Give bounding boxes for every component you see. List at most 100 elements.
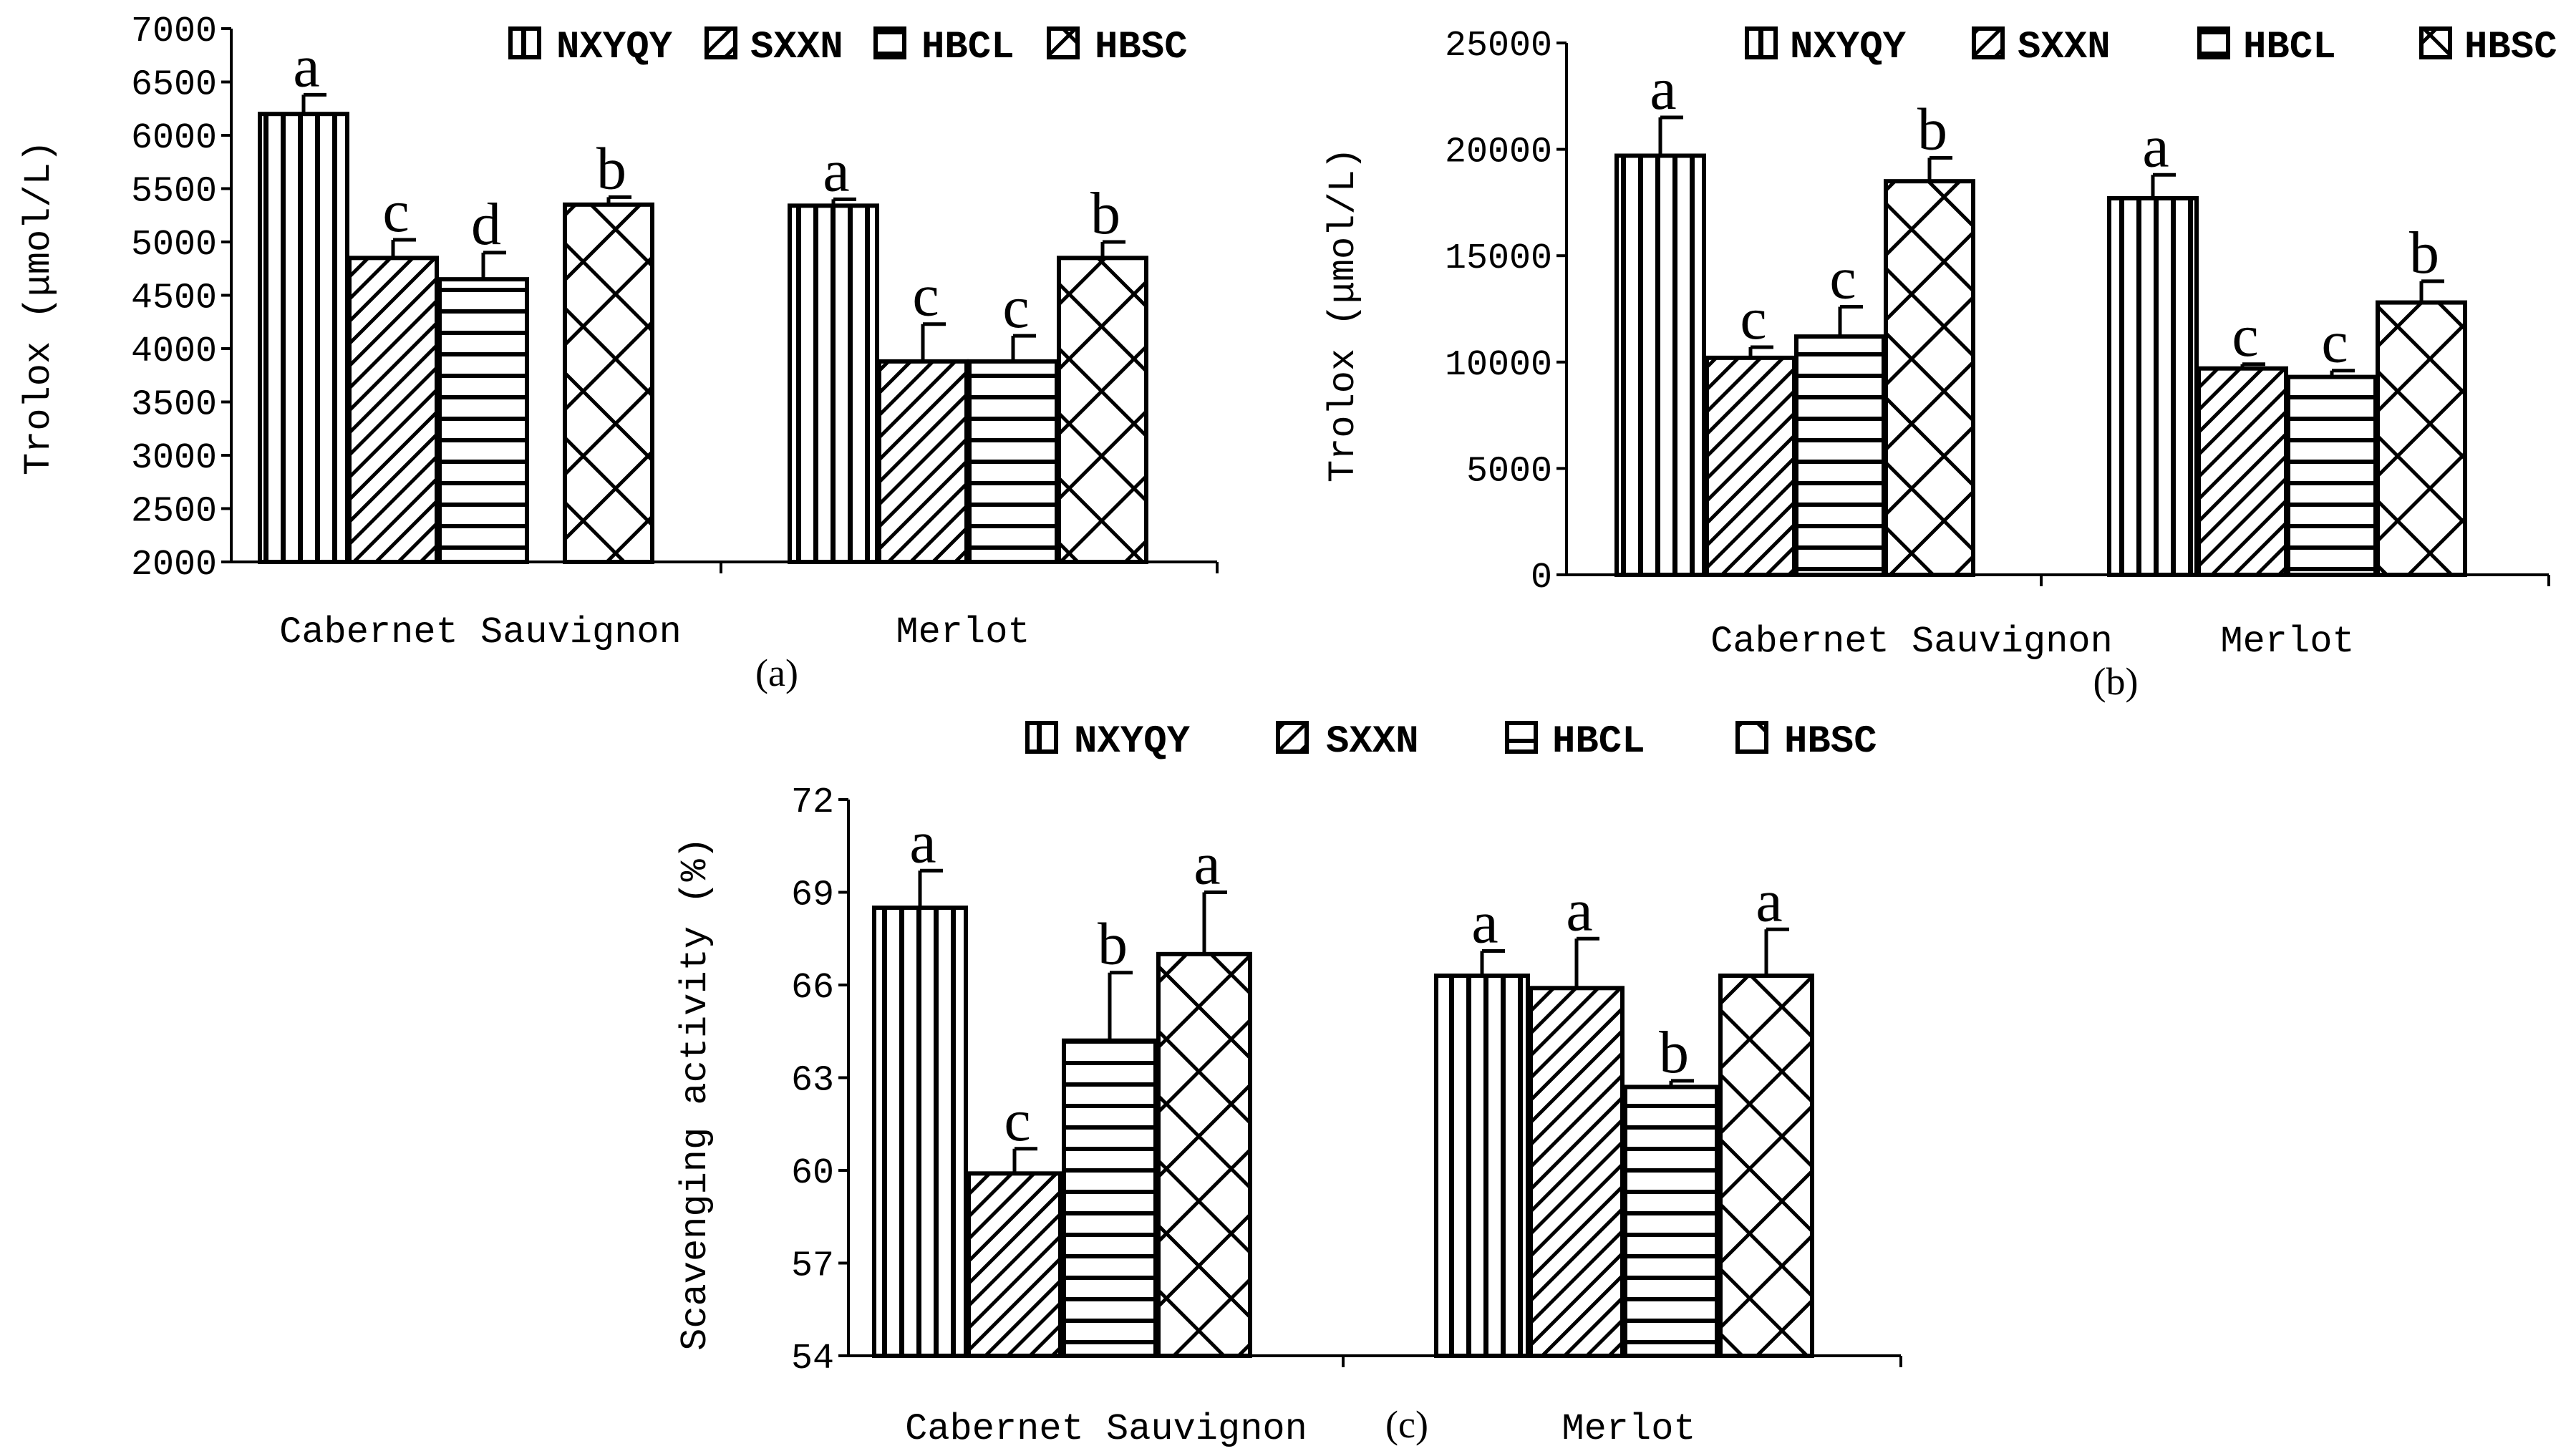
bar <box>1057 256 1148 564</box>
y-tick-label: 57 <box>791 1246 834 1287</box>
legend-swatch <box>1505 721 1538 754</box>
significance-label: a <box>1756 868 1782 934</box>
legend-swatch <box>705 26 737 59</box>
y-tick-label: 69 <box>791 875 834 916</box>
legend-swatch <box>1047 26 1080 59</box>
bar <box>347 256 439 564</box>
chart-c: Scavenging activity (%) (c) 54 57 60 63 66 69… <box>674 720 1902 1450</box>
significance-label: d <box>471 191 501 258</box>
significance-label: c <box>2232 303 2258 369</box>
significance-label: c <box>912 263 939 329</box>
chart-b: Trolox (μmol/L) (b) 0 5000 10000 15000 20000… <box>1322 26 2557 703</box>
legend-label: HBSC <box>1095 26 1188 69</box>
legend-label: HBCL <box>2243 26 2336 69</box>
x-category-label: Merlot <box>1562 1408 1695 1450</box>
bar <box>1062 1038 1158 1358</box>
bar <box>1623 1084 1719 1358</box>
y-tick-label: 20000 <box>1445 132 1552 173</box>
significance-label: a <box>1650 56 1676 122</box>
legend-swatch <box>2419 26 2452 59</box>
legend-label: SXXN <box>750 26 843 69</box>
panel-label: (b) <box>2093 660 2139 703</box>
y-tick-label: 3500 <box>131 385 217 426</box>
y-tick-label: 2000 <box>131 545 217 586</box>
significance-label: a <box>823 137 849 204</box>
legend-swatch <box>2197 26 2230 59</box>
y-tick-label: 25000 <box>1445 26 1552 67</box>
legend-label: HBCL <box>921 26 1015 69</box>
y-tick-label: 5000 <box>1466 451 1552 492</box>
y-tick-label: 10000 <box>1445 345 1552 386</box>
legend-label: NXYQY <box>556 26 673 69</box>
y-tick-label: 3000 <box>131 438 217 479</box>
bar <box>967 359 1059 564</box>
significance-label: a <box>2142 113 2169 180</box>
bar <box>563 202 654 564</box>
legend-swatch <box>1735 721 1768 754</box>
bar <box>1718 974 1814 1359</box>
bar <box>2197 366 2288 577</box>
legend-label: HBSC <box>2464 26 2557 69</box>
bar <box>2286 374 2378 577</box>
bar <box>1529 986 1625 1358</box>
y-tick-label: 5500 <box>131 172 217 213</box>
significance-label: c <box>1740 286 1766 352</box>
significance-label: c <box>1829 246 1856 312</box>
significance-label: b <box>1098 911 1128 978</box>
bar <box>1614 153 1706 578</box>
significance-label: c <box>382 178 409 245</box>
y-axis-label: Trolox (μmol/L) <box>18 140 60 475</box>
bar <box>1884 179 1975 577</box>
significance-label: c <box>2321 309 2348 376</box>
significance-label: b <box>2409 220 2439 286</box>
y-axis-label: Trolox (μmol/L) <box>1322 147 1365 482</box>
bar <box>1794 334 1886 577</box>
panel-label: (c) <box>1385 1403 1428 1446</box>
significance-label: c <box>1002 274 1029 341</box>
significance-label: c <box>1004 1087 1030 1154</box>
y-tick-label: 0 <box>1531 558 1552 598</box>
significance-label: b <box>596 135 626 202</box>
y-tick-label: 54 <box>791 1339 834 1379</box>
significance-label: b <box>1090 180 1120 247</box>
bar <box>1434 974 1530 1359</box>
legend-swatch <box>1972 26 2005 59</box>
bar <box>967 1171 1062 1358</box>
panel-label: (a) <box>755 651 798 694</box>
legend-swatch <box>1025 721 1058 754</box>
bar <box>1705 355 1796 577</box>
y-tick-label: 2500 <box>131 492 217 533</box>
bar <box>1156 951 1252 1359</box>
y-tick-label: 6000 <box>131 118 217 159</box>
legend-label: HBCL <box>1552 720 1645 764</box>
y-tick-label: 72 <box>791 782 834 823</box>
significance-label: b <box>1917 96 1947 162</box>
significance-label: a <box>1193 831 1220 898</box>
y-tick-label: 60 <box>791 1153 834 1194</box>
chart-a: Trolox (μmol/L) (a) 2000 2500 3000 3500 4000… <box>18 11 1219 694</box>
bar <box>2107 195 2199 577</box>
bar <box>788 203 879 564</box>
legend-swatch <box>1276 721 1309 754</box>
legend-label: SXXN <box>1326 720 1419 764</box>
bar <box>437 277 529 564</box>
x-category-label: Cabernet Sauvignon <box>1710 621 2113 663</box>
bar <box>258 112 349 564</box>
bar <box>872 906 968 1359</box>
y-tick-label: 15000 <box>1445 238 1552 279</box>
y-tick-label: 5000 <box>131 225 217 266</box>
legend-label: HBSC <box>1784 720 1877 764</box>
x-category-label: Merlot <box>2220 621 2354 663</box>
y-tick-label: 6500 <box>131 65 217 106</box>
y-axis-label: Scavenging activity (%) <box>674 837 717 1351</box>
y-tick-label: 4000 <box>131 331 217 372</box>
legend-swatch <box>1745 26 1778 59</box>
y-tick-label: 7000 <box>131 11 217 52</box>
significance-label: a <box>1566 877 1592 943</box>
legend-swatch <box>873 26 906 59</box>
significance-label: b <box>1659 1019 1689 1086</box>
bar <box>2376 300 2467 577</box>
significance-label: a <box>909 809 936 875</box>
y-tick-label: 63 <box>791 1061 834 1102</box>
bar <box>877 359 969 564</box>
